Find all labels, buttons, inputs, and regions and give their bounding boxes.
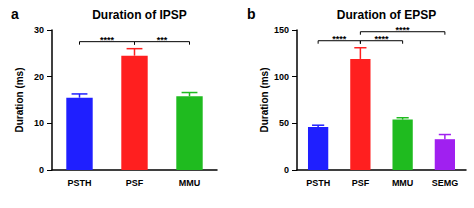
svg-text:MMU: MMU bbox=[179, 178, 201, 188]
svg-text:****: **** bbox=[374, 34, 389, 44]
svg-text:Duration (ms): Duration (ms) bbox=[14, 68, 25, 133]
svg-text:***: *** bbox=[157, 35, 168, 45]
svg-text:****: **** bbox=[396, 25, 411, 35]
svg-text:Duration of IPSP: Duration of IPSP bbox=[92, 8, 187, 22]
svg-text:PSF: PSF bbox=[126, 178, 144, 188]
svg-text:150: 150 bbox=[274, 25, 289, 35]
svg-text:0: 0 bbox=[39, 165, 44, 175]
svg-text:****: **** bbox=[100, 35, 115, 45]
svg-text:MMU: MMU bbox=[392, 178, 414, 188]
svg-text:SEMG: SEMG bbox=[432, 178, 459, 188]
svg-text:b: b bbox=[247, 6, 256, 22]
svg-text:100: 100 bbox=[274, 72, 289, 82]
svg-text:PSTH: PSTH bbox=[67, 178, 91, 188]
svg-text:PSF: PSF bbox=[352, 178, 370, 188]
svg-text:50: 50 bbox=[279, 118, 289, 128]
svg-text:a: a bbox=[11, 6, 19, 22]
svg-text:Duration of EPSP: Duration of EPSP bbox=[337, 8, 436, 22]
svg-text:****: **** bbox=[332, 34, 347, 44]
svg-text:0: 0 bbox=[284, 165, 289, 175]
svg-text:PSTH: PSTH bbox=[306, 178, 330, 188]
svg-text:Duration (ms): Duration (ms) bbox=[259, 68, 270, 133]
svg-text:20: 20 bbox=[34, 72, 44, 82]
svg-text:10: 10 bbox=[34, 118, 44, 128]
svg-text:30: 30 bbox=[34, 25, 44, 35]
